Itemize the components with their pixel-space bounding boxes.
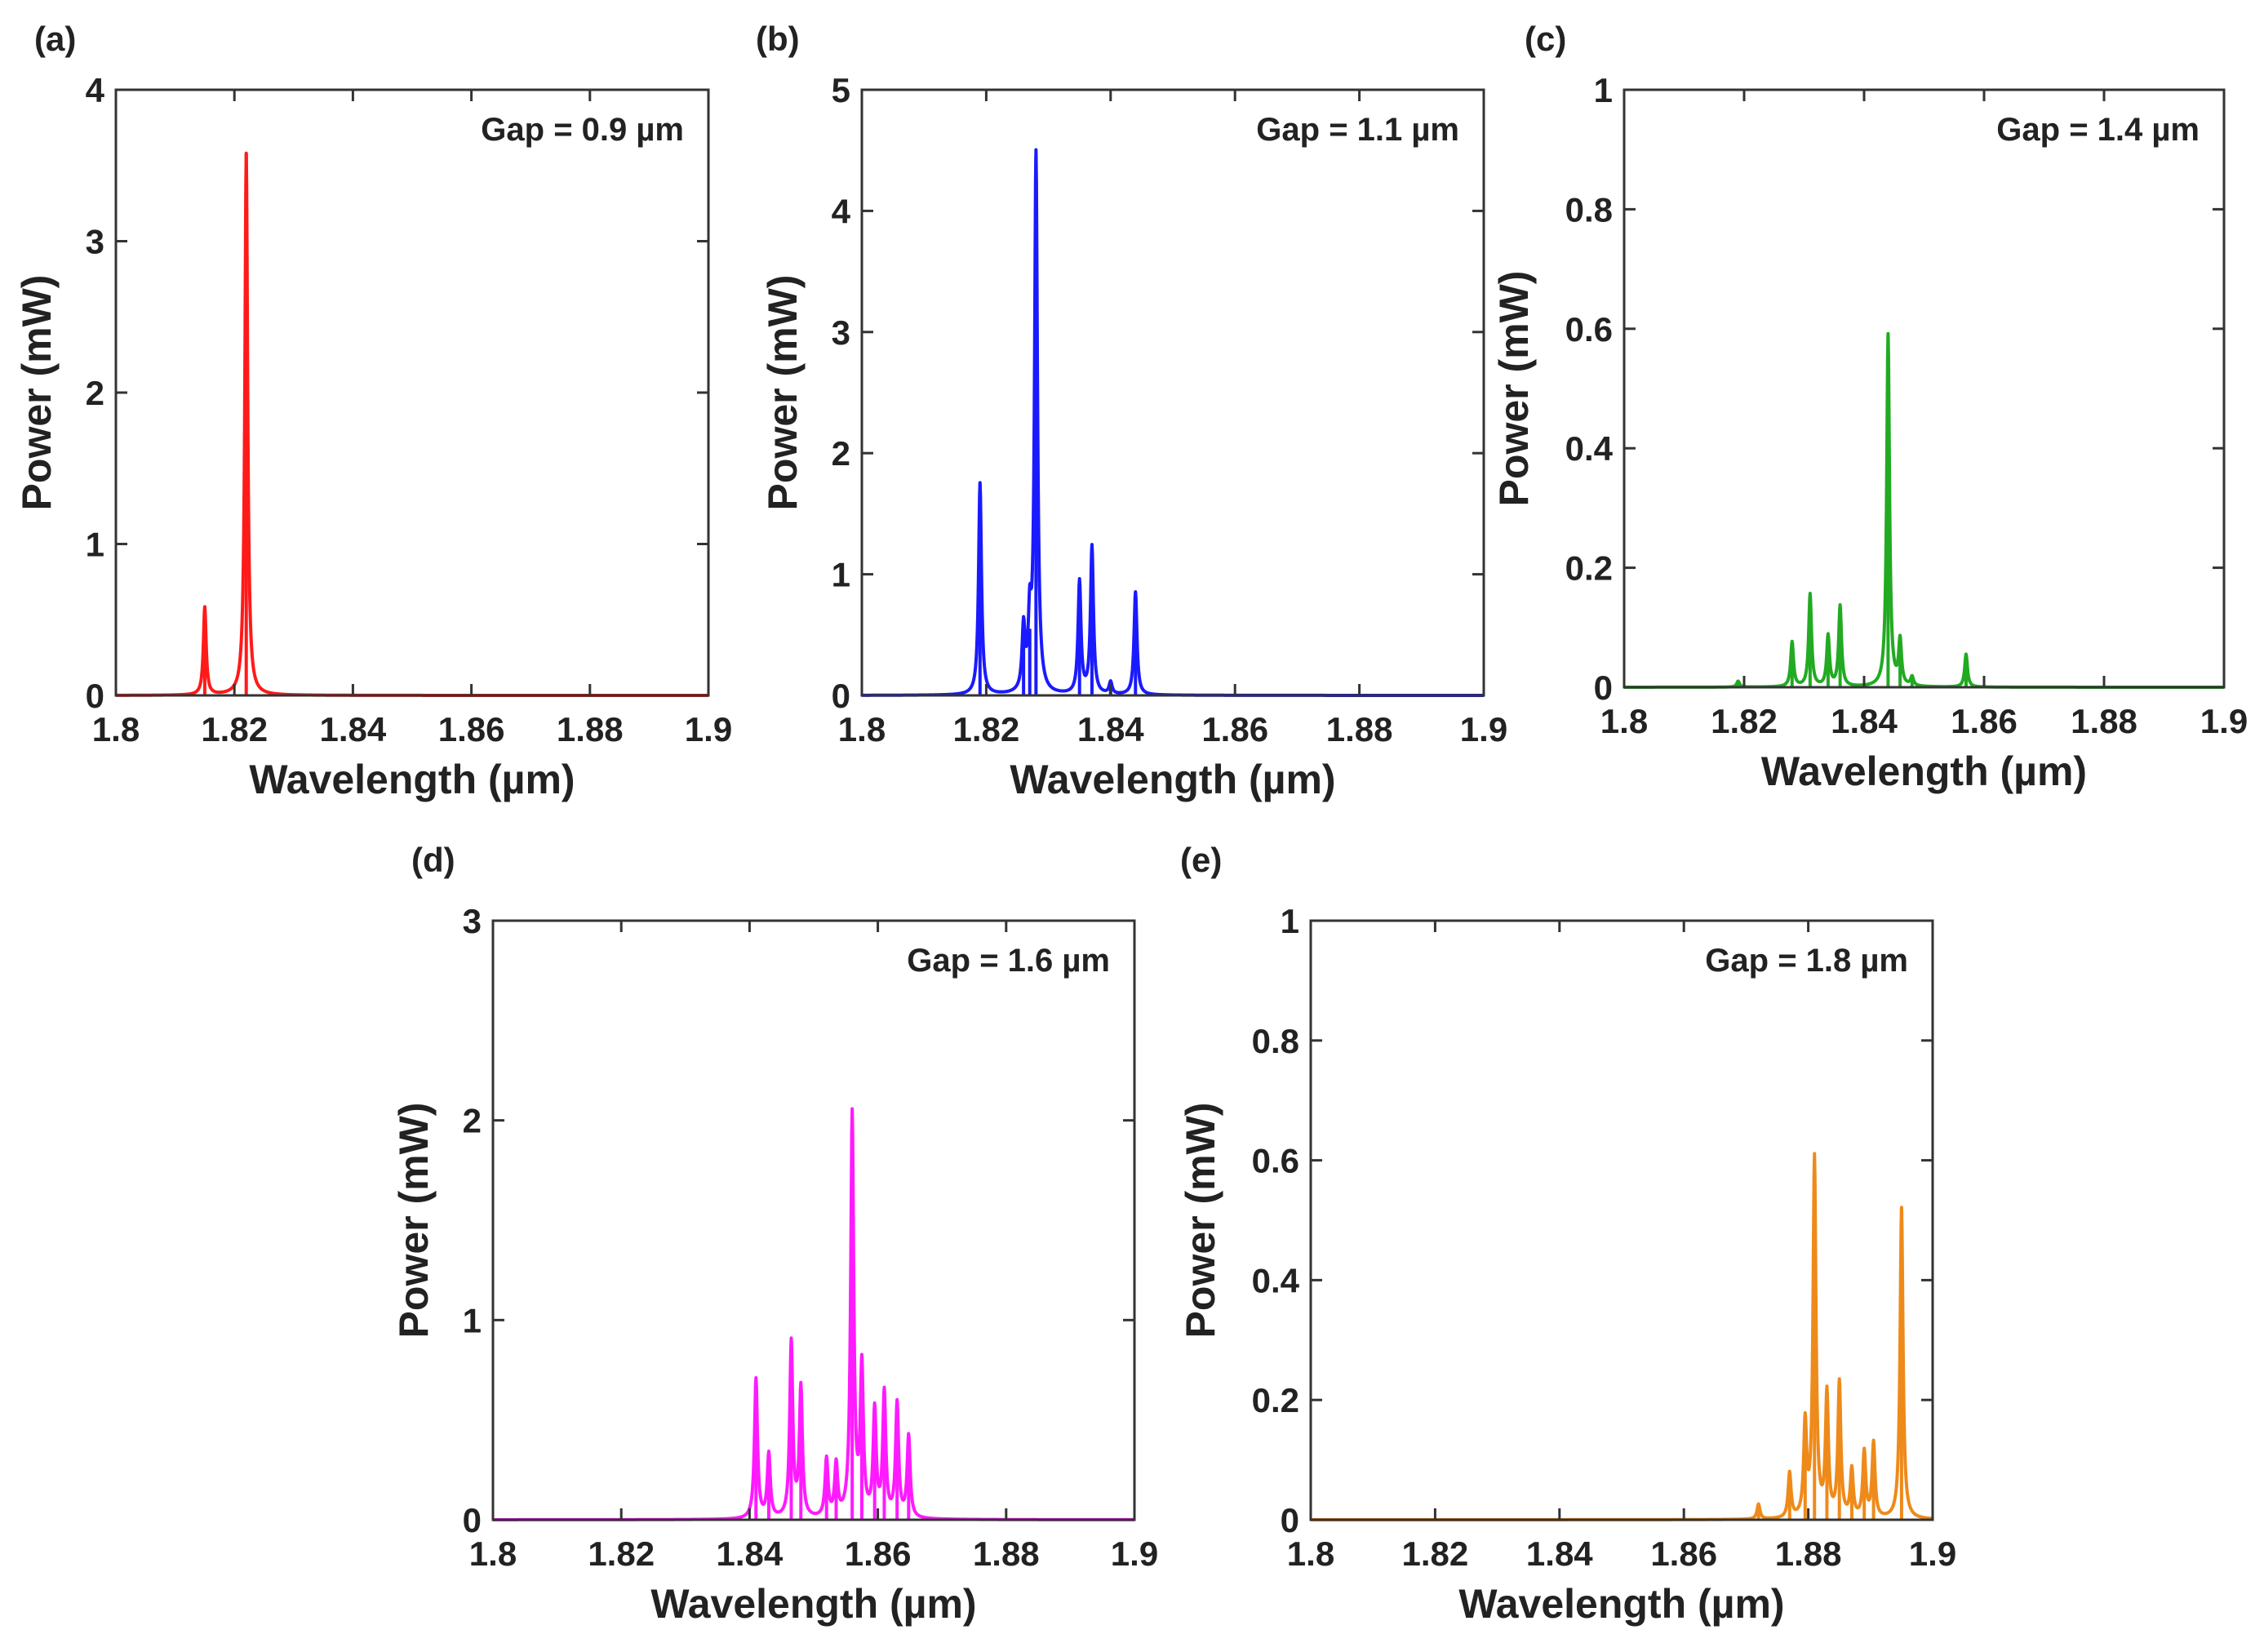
panel-label: (c) bbox=[1525, 20, 1566, 58]
x-tick-label: 1.9 bbox=[1909, 1534, 1956, 1573]
x-tick-label: 1.84 bbox=[1077, 710, 1144, 748]
x-tick-label: 1.84 bbox=[1831, 702, 1898, 740]
x-axis-label: Wavelength (µm) bbox=[1010, 757, 1335, 802]
spectrum-line bbox=[860, 148, 1485, 697]
panel-label: (b) bbox=[756, 20, 800, 58]
spectrum-line bbox=[491, 1107, 1136, 1521]
x-tick-label: 1.86 bbox=[438, 710, 505, 748]
y-axis-label: Power (mW) bbox=[14, 275, 60, 511]
y-axis-label: Power (mW) bbox=[760, 275, 806, 511]
x-tick-label: 1.8 bbox=[92, 710, 140, 748]
x-tick-label: 1.88 bbox=[1775, 1534, 1842, 1573]
y-axis-label: Power (mW) bbox=[1178, 1103, 1223, 1339]
gap-annotation: Gap = 1.4 µm bbox=[1996, 112, 2200, 148]
y-tick-label: 4 bbox=[86, 71, 105, 109]
x-tick-label: 1.9 bbox=[2200, 702, 2248, 740]
x-tick-label: 1.8 bbox=[1287, 1534, 1334, 1573]
y-tick-label: 0.6 bbox=[1252, 1142, 1299, 1180]
x-tick-label: 1.8 bbox=[1600, 702, 1648, 740]
chart-panel-b: (b) 1.8 1.82 1.84 1.86 1.88 1.9 0 1 2 3 4 5 Wavelengt… bbox=[756, 20, 1507, 802]
x-tick-label: 1.84 bbox=[1526, 1534, 1593, 1573]
x-tick-label: 1.8 bbox=[838, 710, 886, 748]
x-tick-label: 1.82 bbox=[953, 710, 1020, 748]
x-tick-label: 1.86 bbox=[1650, 1534, 1717, 1573]
chart-panel-a: (a) 1.8 1.82 1.84 1.86 1.88 1.9 0 1 2 3 4 Wavelength… bbox=[14, 20, 732, 802]
chart-panel-d: (d) 1.8 1.82 1.84 1.86 1.88 1.9 0 1 2 3 Wavelength … bbox=[391, 841, 1158, 1627]
y-axis-label: Power (mW) bbox=[391, 1103, 437, 1339]
x-tick-label: 1.88 bbox=[1326, 710, 1393, 748]
x-axis-label: Wavelength (µm) bbox=[1761, 748, 2087, 794]
y-tick-label: 1 bbox=[1281, 902, 1299, 940]
gap-annotation: Gap = 1.8 µm bbox=[1705, 943, 1908, 979]
chart-panel-c: (c) 1.8 1.82 1.84 1.86 1.88 1.9 0 0.2 0.4 0.6 0.8 1 W… bbox=[1491, 20, 2248, 794]
y-tick-label: 1 bbox=[1594, 71, 1613, 109]
panel-label: (e) bbox=[1180, 841, 1222, 879]
x-axis-label: Wavelength (µm) bbox=[1458, 1581, 1784, 1627]
chart-panel-e: (e) 1.8 1.82 1.84 1.86 1.88 1.9 0 0.2 0.4 0.6 0.8 1 W… bbox=[1178, 841, 1956, 1627]
y-tick-label: 0.8 bbox=[1252, 1022, 1299, 1060]
x-tick-label: 1.8 bbox=[469, 1534, 517, 1573]
x-tick-label: 1.86 bbox=[1201, 710, 1268, 748]
y-tick-label: 1 bbox=[86, 526, 104, 564]
x-tick-label: 1.88 bbox=[557, 710, 624, 748]
spectrum-line bbox=[1623, 331, 2226, 689]
x-tick-label: 1.84 bbox=[320, 710, 387, 748]
gap-annotation: Gap = 1.6 µm bbox=[907, 943, 1110, 979]
plot-frame bbox=[114, 88, 710, 697]
x-tick-label: 1.88 bbox=[973, 1534, 1040, 1573]
y-tick-label: 0.4 bbox=[1252, 1261, 1300, 1299]
plot-frame bbox=[1623, 88, 2226, 689]
y-tick-label: 1 bbox=[832, 556, 850, 594]
x-tick-label: 1.82 bbox=[201, 710, 268, 748]
gap-annotation: Gap = 0.9 µm bbox=[481, 112, 684, 148]
panel-label: (a) bbox=[34, 20, 76, 58]
y-tick-label: 0 bbox=[1281, 1501, 1299, 1539]
y-tick-label: 3 bbox=[832, 313, 850, 352]
y-tick-label: 2 bbox=[463, 1102, 482, 1140]
y-tick-label: 0 bbox=[832, 677, 850, 715]
y-tick-label: 3 bbox=[463, 902, 482, 940]
x-tick-label: 1.86 bbox=[845, 1534, 912, 1573]
x-tick-label: 1.9 bbox=[1460, 710, 1507, 748]
y-tick-label: 2 bbox=[832, 434, 850, 473]
y-tick-label: 4 bbox=[832, 192, 851, 230]
panel-label: (d) bbox=[411, 841, 455, 879]
gap-annotation: Gap = 1.1 µm bbox=[1256, 112, 1459, 148]
y-tick-label: 1 bbox=[463, 1301, 482, 1339]
y-tick-label: 0 bbox=[1594, 668, 1613, 707]
y-axis-label: Power (mW) bbox=[1491, 271, 1537, 507]
y-tick-label: 0.2 bbox=[1252, 1381, 1299, 1419]
y-tick-label: 0 bbox=[86, 677, 104, 715]
y-tick-label: 0 bbox=[463, 1501, 482, 1539]
x-tick-label: 1.9 bbox=[685, 710, 732, 748]
x-tick-label: 1.9 bbox=[1111, 1534, 1158, 1573]
x-tick-label: 1.82 bbox=[1402, 1534, 1469, 1573]
plot-frame bbox=[1309, 919, 1934, 1521]
x-tick-label: 1.84 bbox=[717, 1534, 784, 1573]
y-tick-label: 0.6 bbox=[1565, 310, 1613, 349]
x-axis-label: Wavelength (µm) bbox=[650, 1581, 976, 1627]
plot-frame bbox=[491, 919, 1136, 1521]
y-tick-label: 0.8 bbox=[1565, 190, 1613, 229]
y-tick-label: 3 bbox=[86, 223, 104, 261]
y-tick-label: 0.2 bbox=[1565, 549, 1613, 588]
plot-frame bbox=[860, 88, 1485, 697]
y-tick-label: 0.4 bbox=[1565, 429, 1614, 468]
x-axis-label: Wavelength (µm) bbox=[249, 757, 575, 802]
x-tick-label: 1.88 bbox=[2071, 702, 2137, 740]
x-tick-label: 1.82 bbox=[588, 1534, 655, 1573]
x-tick-label: 1.86 bbox=[1951, 702, 2018, 740]
y-tick-label: 2 bbox=[86, 374, 104, 412]
x-tick-label: 1.82 bbox=[1711, 702, 1778, 740]
y-tick-label: 5 bbox=[832, 71, 850, 109]
